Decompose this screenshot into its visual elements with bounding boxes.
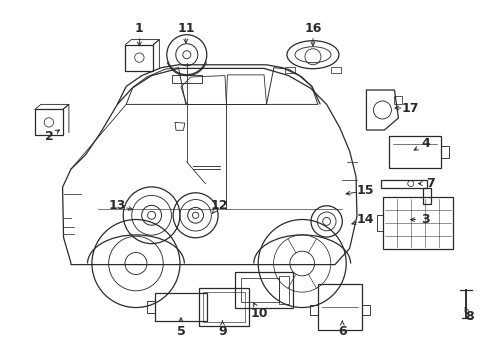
Text: 15: 15	[356, 184, 374, 197]
Text: 8: 8	[464, 310, 473, 323]
Bar	[361, 305, 369, 315]
Bar	[382, 197, 452, 249]
Text: 11: 11	[177, 22, 194, 35]
Bar	[388, 136, 440, 168]
Bar	[285, 67, 294, 73]
Text: 5: 5	[176, 325, 185, 338]
Bar	[125, 45, 153, 71]
Bar	[317, 284, 361, 330]
Bar	[309, 305, 317, 315]
Text: 4: 4	[420, 138, 429, 150]
Text: 16: 16	[304, 22, 321, 35]
Bar	[330, 67, 340, 73]
Text: 17: 17	[401, 102, 419, 114]
Bar	[241, 278, 279, 302]
Bar	[235, 272, 292, 308]
Text: 14: 14	[356, 213, 374, 226]
Text: 6: 6	[337, 325, 346, 338]
Text: 9: 9	[218, 325, 226, 338]
Bar	[146, 301, 155, 313]
Bar	[376, 215, 382, 231]
Text: 3: 3	[420, 213, 429, 226]
Bar	[380, 180, 426, 188]
Text: 7: 7	[425, 177, 434, 190]
Text: 10: 10	[250, 307, 267, 320]
Bar	[155, 293, 206, 321]
Bar	[422, 188, 430, 204]
Bar	[199, 288, 248, 326]
Text: 12: 12	[210, 199, 227, 212]
Text: 2: 2	[44, 130, 53, 143]
Bar	[203, 292, 244, 322]
Bar	[35, 109, 63, 135]
Bar	[440, 146, 448, 158]
Text: 1: 1	[135, 22, 143, 35]
Bar	[171, 75, 202, 83]
Bar	[279, 276, 288, 304]
Text: 13: 13	[108, 199, 126, 212]
Bar	[394, 96, 402, 104]
